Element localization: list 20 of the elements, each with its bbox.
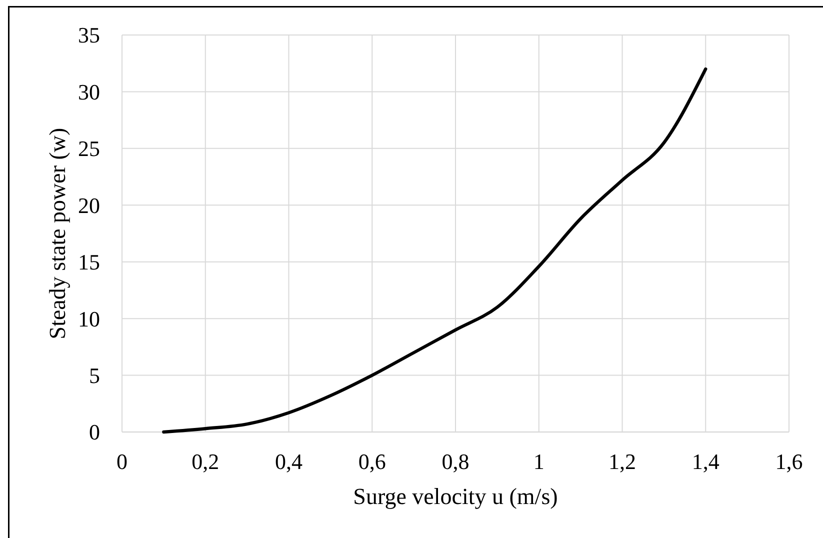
y-tick-label: 10 [78, 306, 100, 332]
x-tick-label: 0,2 [192, 449, 220, 474]
x-tick-label: 1,6 [775, 449, 803, 474]
y-tick-label: 0 [89, 420, 100, 445]
x-tick-label: 0,4 [275, 449, 302, 474]
x-tick-label: 1,4 [692, 449, 720, 474]
x-tick-label: 0,8 [442, 449, 470, 474]
x-tick-label: 0 [116, 449, 128, 474]
y-tick-label: 30 [78, 79, 100, 104]
y-tick-label: 35 [78, 22, 100, 48]
x-tick-label: 0,6 [358, 449, 386, 474]
x-tick-label: 1 [533, 449, 544, 474]
y-tick-label: 5 [89, 362, 100, 388]
x-axis-title: Surge velocity u (m/s) [353, 484, 558, 509]
y-tick-label: 15 [78, 250, 100, 275]
x-tick-label: 1,2 [608, 449, 636, 474]
line-series [162, 67, 708, 434]
y-axis-title: Steady state power (w) [45, 128, 70, 340]
y-tick-label: 20 [78, 192, 100, 218]
y-tick-label: 25 [78, 136, 100, 162]
